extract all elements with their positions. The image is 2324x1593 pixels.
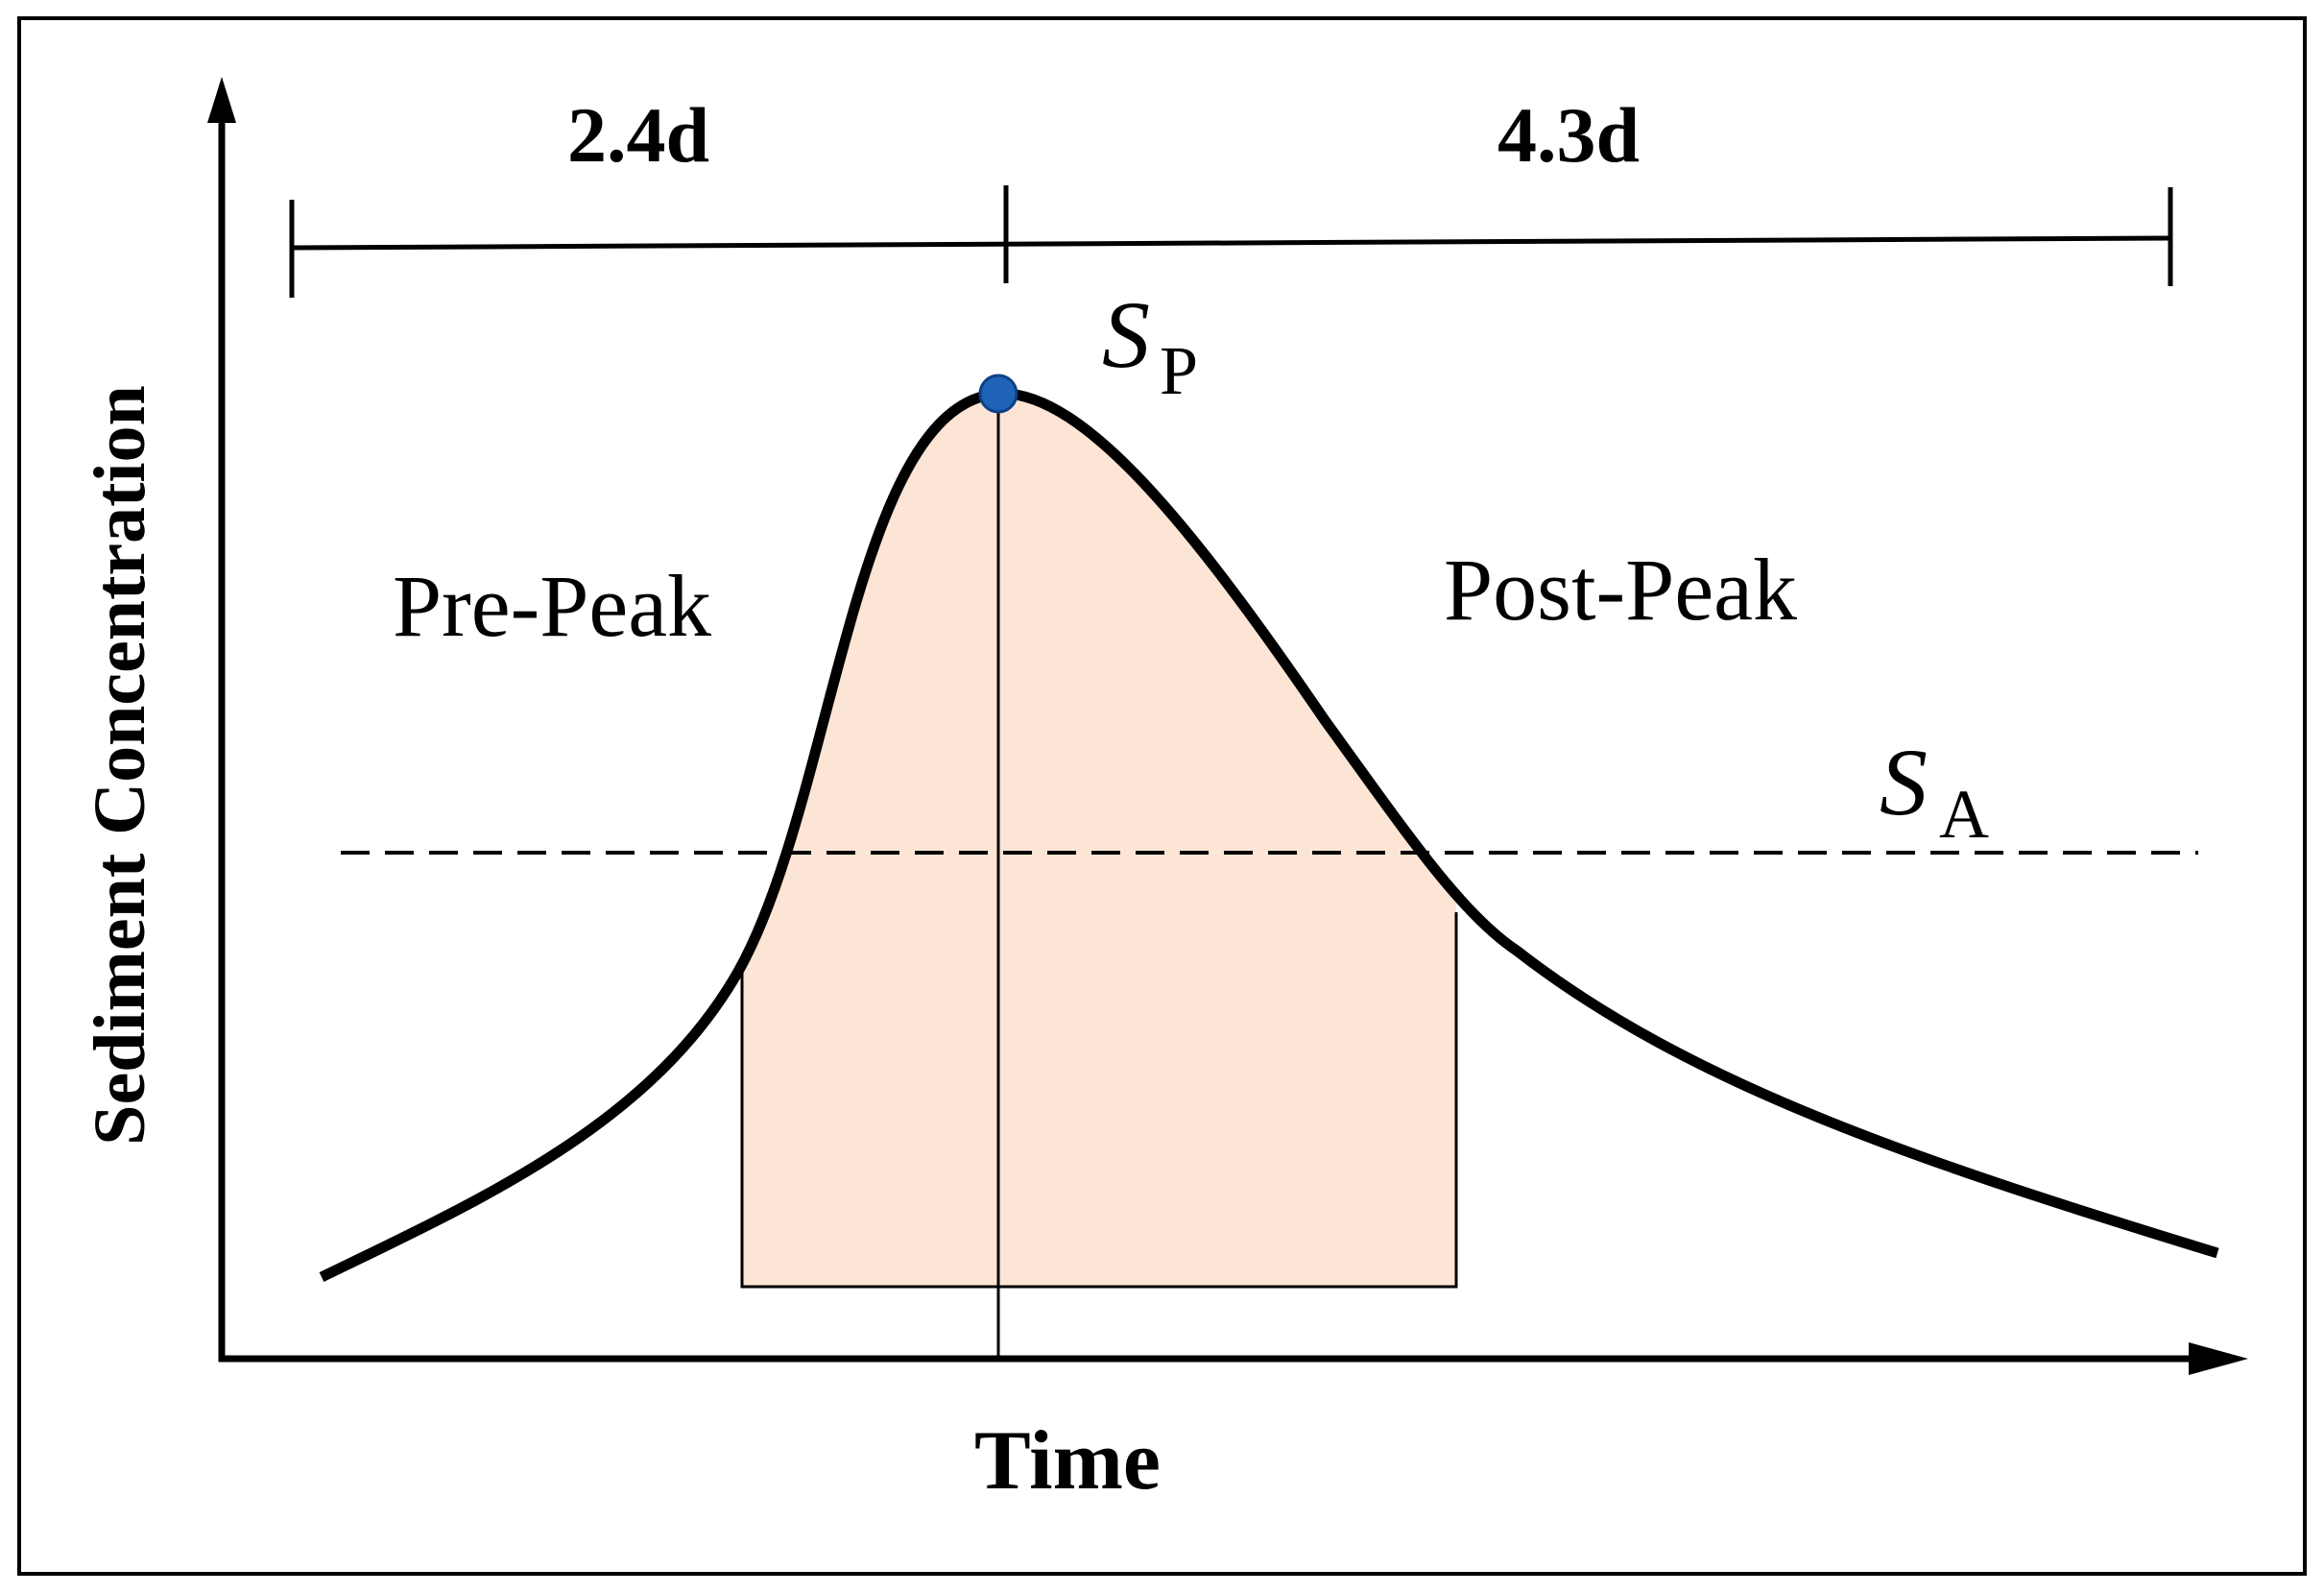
region-before-peak-label: Pre-Peak: [393, 557, 711, 655]
sediment-curve: [319, 388, 2219, 1282]
duration-before-peak-label: 2.4d: [567, 91, 709, 179]
peak-label-subscript: P: [1160, 332, 1198, 409]
shaded-area-outline: [740, 912, 1458, 1289]
x-axis-arrowhead: [2189, 1342, 2248, 1375]
duration-after-peak-label: 4.3d: [1497, 91, 1640, 179]
threshold-label: S A: [1880, 729, 1989, 853]
x-axis-label: Time: [974, 1414, 1161, 1508]
y-axis-label: Sediment Concentration: [80, 385, 160, 1146]
region-after-peak-label: Post-Peak: [1444, 541, 1797, 639]
peak-label-main: S: [1102, 281, 1150, 388]
threshold-label-main: S: [1880, 729, 1928, 835]
duration-bracket-line: [291, 235, 2171, 251]
peak-label: S P: [1102, 281, 1198, 409]
threshold-label-subscript: A: [1939, 776, 1989, 853]
peak-point: [978, 374, 1018, 414]
y-axis-arrowhead: [207, 77, 236, 123]
figure-border: [17, 16, 2307, 1576]
shaded-area: [742, 393, 1456, 1287]
